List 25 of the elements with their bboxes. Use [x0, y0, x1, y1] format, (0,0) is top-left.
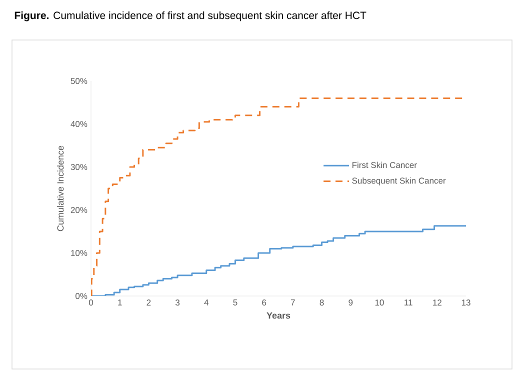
- x-tick-label: 2: [146, 300, 151, 306]
- x-tick-label: 3: [176, 300, 180, 306]
- x-tick-label: 8: [320, 300, 324, 306]
- y-tick-label: 50%: [70, 78, 88, 84]
- legend-label: Subsequent Skin Cancer: [352, 177, 446, 186]
- y-tick-label: 30%: [70, 164, 88, 170]
- chart-title: Figure. Cumulative incidence of first and subsequent skin cancer after HCT: [14, 11, 366, 22]
- x-tick-label: 11: [404, 300, 412, 306]
- x-tick-label: 10: [375, 300, 384, 306]
- y-axis-title: Cumulative Incidence: [57, 146, 64, 232]
- x-tick-label: 0: [88, 300, 94, 306]
- x-axis-title: Years: [266, 312, 290, 319]
- x-tick-label: 5: [233, 300, 238, 306]
- x-tick-label: 12: [433, 300, 442, 306]
- y-tick-label: 20%: [70, 206, 88, 213]
- y-tick-label: 10%: [71, 250, 88, 256]
- x-tick-label: 4: [204, 300, 209, 306]
- x-tick-label: 7: [291, 300, 295, 306]
- x-tick-label: 6: [262, 300, 266, 306]
- legend-label: First Skin Cancer: [352, 162, 417, 168]
- y-tick-label: 40%: [70, 120, 88, 127]
- x-tick-label: 9: [348, 300, 353, 306]
- y-tick-label: 0%: [76, 292, 88, 300]
- x-tick-label: 13: [462, 300, 470, 306]
- x-tick-label: 1: [118, 300, 122, 306]
